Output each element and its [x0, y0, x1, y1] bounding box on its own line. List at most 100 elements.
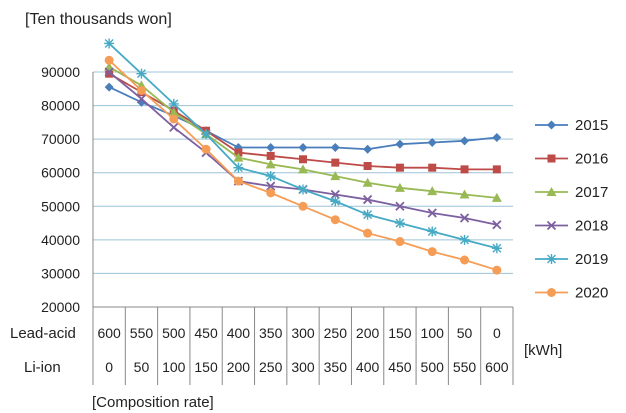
- data-point-2019: [201, 129, 212, 140]
- x-tick-label-lead-acid: 450: [194, 325, 218, 341]
- data-point-2020: [136, 85, 146, 95]
- series-line-2015: [108, 86, 497, 151]
- data-point-2018: [136, 94, 147, 104]
- data-point-2020: [266, 188, 276, 198]
- data-point-2017: [298, 164, 308, 174]
- x-axis-table: Lead-acid Li-ion 600 550 500 450 400 350 300 25…: [10, 307, 514, 385]
- data-point-2020: [460, 255, 470, 265]
- legend-label: 2019: [575, 251, 608, 268]
- x-tick-label-lead-acid: 550: [130, 325, 154, 341]
- data-point-2015: [460, 136, 470, 146]
- data-point-2019: [168, 98, 179, 109]
- data-point-2016: [299, 155, 307, 164]
- x-tick-label-lead-acid: 350: [259, 325, 283, 341]
- x-tick-label-lead-acid: 0: [493, 325, 501, 341]
- data-point-2019: [330, 196, 341, 207]
- data-point-2015: [298, 143, 308, 153]
- data-point-2019: [459, 234, 470, 245]
- data-point-2020: [298, 201, 308, 211]
- data-point-2017: [394, 182, 405, 192]
- legend-item-2020: 2020: [535, 285, 608, 302]
- x-tick-label-li-ion: 450: [388, 359, 412, 375]
- x-tick-label-li-ion: 300: [291, 359, 315, 375]
- legend-item-2019: 2019: [535, 251, 608, 268]
- data-point-2018: [459, 213, 470, 223]
- x-tick-label-lead-acid: 100: [421, 325, 445, 341]
- y-tick-label: 70000: [41, 131, 80, 147]
- data-point-2019: [104, 38, 115, 49]
- x-tick-label-li-ion: 600: [485, 359, 509, 375]
- legend-label: 2017: [575, 184, 608, 201]
- series-group: [104, 38, 502, 275]
- x-tick-label-lead-acid: 400: [227, 325, 251, 341]
- y-tick-label: 20000: [41, 299, 80, 315]
- data-point-2018: [104, 67, 114, 77]
- x-tick-label-lead-acid: 300: [291, 325, 315, 341]
- data-point-2017: [427, 186, 438, 196]
- x-tick-label-li-ion: 200: [227, 359, 251, 375]
- data-point-2015: [427, 138, 437, 147]
- data-point-2018: [362, 194, 373, 205]
- x-tick-label-li-ion: 0: [105, 359, 113, 375]
- series-line-2017: [108, 66, 497, 199]
- series-2019: [104, 38, 502, 254]
- y-tick-label: 30000: [41, 265, 80, 281]
- data-point-2016: [492, 165, 501, 174]
- data-point-2016: [105, 69, 114, 78]
- legend-marker: [547, 120, 556, 130]
- legend-item-2018: 2018: [535, 218, 608, 235]
- data-point-2015: [266, 143, 276, 153]
- data-point-2020: [104, 55, 114, 65]
- legend-item-2015: 2015: [535, 117, 608, 134]
- x-tick-label-li-ion: 400: [356, 359, 380, 375]
- y-axis-label: [Ten thousands won]: [25, 11, 172, 28]
- data-point-2017: [362, 177, 373, 187]
- legend-label: 2018: [575, 218, 608, 235]
- y-tick-label: 80000: [41, 98, 80, 114]
- data-point-2018: [330, 189, 340, 200]
- data-point-2015: [395, 139, 405, 149]
- data-point-2020: [233, 176, 243, 186]
- data-point-2018: [492, 220, 502, 230]
- data-point-2019: [136, 68, 147, 79]
- x-tick-label-li-ion: 550: [453, 359, 477, 375]
- legend-label: 2016: [575, 151, 608, 168]
- legend-marker: [547, 288, 556, 297]
- data-point-2020: [169, 114, 179, 124]
- data-point-2019: [233, 162, 244, 173]
- x-tick-label-lead-acid: 50: [457, 325, 473, 341]
- data-point-2017: [233, 152, 244, 162]
- row-label-lead-acid: Lead-acid: [10, 325, 76, 342]
- data-point-2017: [168, 107, 179, 117]
- legend-marker: [547, 154, 556, 163]
- legend: 2015 2016 2017 2018 2019 2020: [535, 117, 608, 302]
- legend-label: 2020: [575, 285, 608, 302]
- data-point-2019: [394, 218, 405, 229]
- data-point-2020: [395, 237, 405, 247]
- data-point-2017: [330, 171, 341, 181]
- data-point-2016: [234, 148, 243, 157]
- data-point-2020: [330, 215, 340, 225]
- data-point-2017: [265, 159, 276, 169]
- data-point-2016: [428, 163, 437, 172]
- data-point-2016: [363, 162, 372, 170]
- series-2017: [104, 61, 502, 202]
- x-tick-label-lead-acid: 150: [388, 325, 412, 341]
- legend-marker: [546, 187, 557, 196]
- x-tick-label-lead-acid: 500: [162, 325, 186, 341]
- data-point-2019: [265, 171, 276, 182]
- data-point-2017: [459, 189, 470, 199]
- data-point-2016: [266, 151, 275, 160]
- data-point-2018: [266, 181, 276, 191]
- data-point-2016: [395, 163, 404, 172]
- data-point-2015: [492, 132, 502, 142]
- x-tick-label-li-ion: 150: [194, 359, 218, 375]
- series-2020: [104, 55, 502, 275]
- legend-item-2016: 2016: [535, 151, 608, 168]
- data-point-2020: [363, 228, 373, 238]
- data-point-2019: [298, 184, 308, 195]
- data-point-2019: [491, 243, 502, 254]
- data-point-2018: [169, 122, 179, 133]
- data-point-2016: [460, 165, 469, 174]
